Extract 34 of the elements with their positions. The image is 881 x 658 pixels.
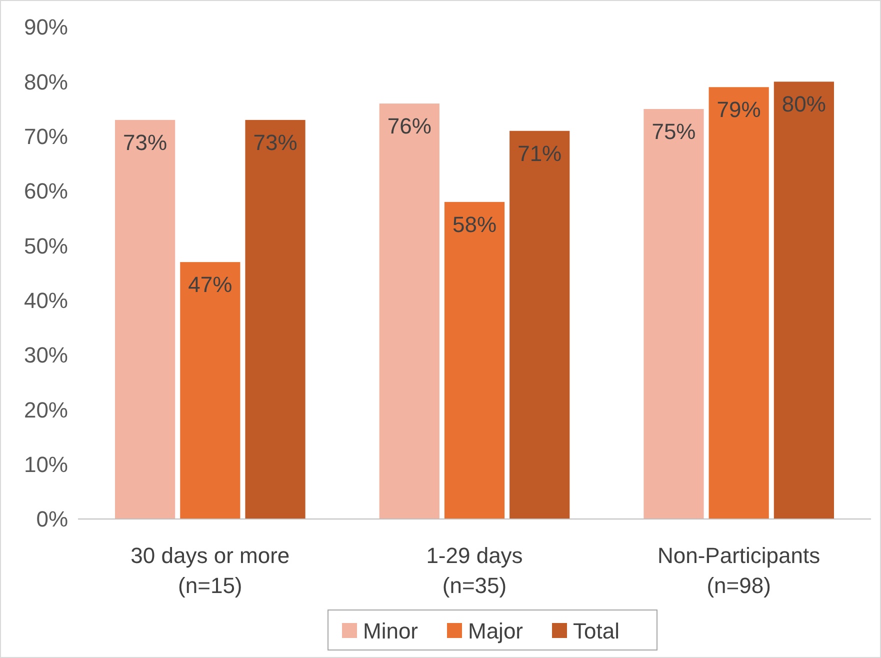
y-tick-label: 30% bbox=[24, 342, 68, 368]
y-tick-label: 50% bbox=[24, 233, 68, 258]
data-label: 58% bbox=[452, 212, 497, 237]
x-tick-label: 1-29 days (n=35) bbox=[426, 543, 523, 598]
bar bbox=[444, 202, 505, 519]
y-tick-label: 10% bbox=[24, 452, 68, 478]
bar bbox=[180, 262, 240, 519]
bar bbox=[708, 87, 769, 519]
bar bbox=[115, 120, 176, 519]
bar bbox=[379, 104, 440, 519]
data-label: 73% bbox=[123, 130, 168, 155]
bar bbox=[510, 130, 570, 519]
y-tick-label: 40% bbox=[24, 288, 68, 314]
y-tick-label: 20% bbox=[24, 397, 68, 422]
data-label: 73% bbox=[253, 130, 298, 155]
bar bbox=[644, 109, 704, 519]
x-tick-label: Non-Participants (n=98) bbox=[658, 543, 820, 598]
bar bbox=[774, 82, 834, 519]
legend-label: Minor bbox=[363, 618, 418, 644]
y-tick-label: 70% bbox=[24, 124, 68, 150]
data-label: 79% bbox=[716, 97, 761, 122]
data-label: 71% bbox=[518, 140, 562, 166]
data-label: 80% bbox=[782, 92, 826, 117]
y-tick-label: 0% bbox=[36, 506, 68, 532]
bar bbox=[245, 120, 306, 519]
y-tick-label: 60% bbox=[24, 178, 68, 204]
legend-label: Major bbox=[468, 618, 524, 644]
data-label: 76% bbox=[387, 114, 432, 139]
x-tick-label: 30 days or more (n=15) bbox=[130, 543, 290, 598]
legend-label: Total bbox=[573, 618, 620, 644]
y-tick-label: 90% bbox=[24, 14, 68, 40]
y-tick-label: 80% bbox=[24, 69, 68, 94]
data-label: 47% bbox=[188, 272, 232, 298]
data-label: 75% bbox=[652, 119, 696, 144]
